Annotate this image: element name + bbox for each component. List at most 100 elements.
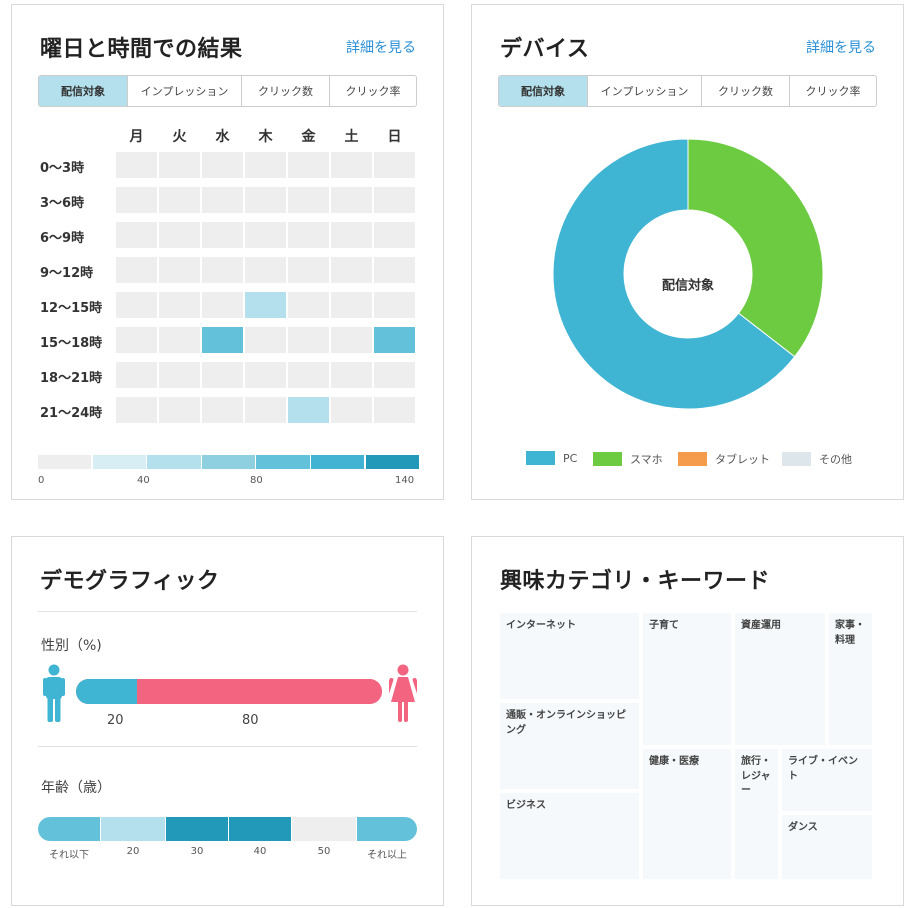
device-detail-link[interactable]: 詳細を見る [806, 40, 876, 56]
heatmap-cell [288, 397, 329, 423]
treemap-item-travel-leisure[interactable]: 旅行・レジャー [733, 747, 780, 881]
heatmap-cell [288, 187, 329, 213]
demographic-card-title: デモグラフィック [40, 569, 220, 594]
scale-segment [201, 455, 256, 469]
donut-slice-smartphone[interactable] [687, 138, 824, 358]
heatmap-cell [202, 327, 243, 353]
device-card: デバイス 詳細を見る 配信対象 インプレッション クリック数 クリック率 配信対… [471, 4, 904, 500]
demographic-card: デモグラフィック 性別（%) 20 80 年齢（歳） それ以下 20 30 40 50 そ… [11, 536, 444, 906]
donut-slice-pc[interactable] [552, 138, 796, 410]
heatmap-cell [245, 292, 286, 318]
scale-segment [92, 455, 146, 469]
age-segment-label: それ以上 [367, 850, 407, 861]
treemap-item-live-event[interactable]: ライブ・イベント [780, 747, 874, 813]
treemap-item-health-medical[interactable]: 健康・医療 [641, 747, 733, 881]
age-segment-label: 50 [317, 846, 331, 857]
heatmap-cell [331, 327, 372, 353]
heatmap-cell [159, 222, 200, 248]
heatmap-cell [159, 152, 200, 178]
gender-section-label: 性別（%) [41, 638, 102, 654]
age-segment [38, 817, 100, 841]
legend-label-smartphone: スマホ [630, 453, 663, 466]
age-segment [229, 817, 291, 841]
tab-heatmap-impressions[interactable]: インプレッション [128, 76, 242, 106]
legend-swatch-pc [526, 451, 555, 465]
heatmap-cell [159, 362, 200, 388]
heatmap-cell [202, 257, 243, 283]
legend-item-smartphone: スマホ [593, 451, 663, 467]
device-tabs: 配信対象 インプレッション クリック数 クリック率 [498, 75, 877, 107]
legend-swatch-other [782, 452, 811, 466]
treemap-item-dance[interactable]: ダンス [780, 813, 874, 881]
heatmap-detail-link[interactable]: 詳細を見る [346, 40, 416, 56]
treemap-item-childcare[interactable]: 子育て [641, 611, 733, 747]
tab-heatmap-delivery[interactable]: 配信対象 [39, 76, 128, 106]
heatmap-cell [245, 152, 286, 178]
legend-item-other: その他 [782, 451, 852, 467]
day-header: 水 [215, 129, 230, 145]
day-header: 木 [258, 129, 273, 145]
heatmap-cell [288, 222, 329, 248]
age-segment-label: 30 [190, 846, 204, 857]
legend-label-pc: PC [563, 451, 578, 465]
heatmap-cell [374, 152, 415, 178]
time-slot-label: 21〜24時 [40, 406, 103, 421]
heatmap-cell [116, 362, 157, 388]
treemap-item-internet[interactable]: インターネット [498, 611, 641, 701]
heatmap-cell [374, 257, 415, 283]
time-slot-label: 9〜12時 [40, 266, 94, 281]
interest-card: 興味カテゴリ・キーワード インターネット 子育て 資産運用 家事・料理 通販・オ… [471, 536, 904, 906]
time-slot-label: 12〜15時 [40, 301, 103, 316]
heatmap-cell [116, 152, 157, 178]
heatmap-cell [245, 362, 286, 388]
tab-heatmap-ctr[interactable]: クリック率 [345, 85, 401, 98]
heatmap-cell [159, 292, 200, 318]
heatmap-cell [116, 327, 157, 353]
treemap-item-housework-cooking[interactable]: 家事・料理 [827, 611, 874, 747]
scale-segment [311, 455, 365, 469]
scale-segment [147, 455, 201, 469]
heatmap-cell [202, 187, 243, 213]
legend-swatch-tablet [678, 452, 707, 466]
heatmap-cell [374, 397, 415, 423]
treemap-item-business[interactable]: ビジネス [498, 791, 641, 881]
age-segment [166, 817, 228, 841]
age-segment-label: 20 [126, 846, 140, 857]
gender-male-value: 20 [107, 713, 124, 728]
interest-treemap: インターネット 子育て 資産運用 家事・料理 通販・オンラインショッピング 健康… [498, 611, 876, 881]
legend-swatch-smartphone [593, 452, 622, 466]
scale-segment [365, 455, 419, 469]
heatmap-cell [331, 292, 372, 318]
age-segment [292, 817, 356, 841]
day-header: 土 [344, 129, 359, 145]
tab-device-clicks[interactable]: クリック数 [702, 76, 790, 106]
day-header: 日 [387, 129, 402, 145]
day-header: 火 [172, 129, 187, 145]
heatmap-cell [374, 327, 415, 353]
heatmap-card-title: 曜日と時間での結果 [40, 37, 243, 62]
heatmap-cell [374, 362, 415, 388]
tab-heatmap-clicks[interactable]: クリック数 [242, 76, 330, 106]
heatmap-cell [288, 152, 329, 178]
scale-label: 140 [395, 475, 415, 486]
heatmap-cell [331, 257, 372, 283]
tab-device-impressions[interactable]: インプレッション [588, 76, 702, 106]
heatmap-tabs: 配信対象 インプレッション クリック数 クリック率 [38, 75, 417, 107]
heatmap-cell [202, 222, 243, 248]
heatmap-cell [202, 397, 243, 423]
donut-center-label: 配信対象 [662, 278, 714, 294]
demographic-divider-top [38, 611, 417, 612]
treemap-item-asset-management[interactable]: 資産運用 [733, 611, 827, 747]
treemap-item-online-shopping[interactable]: 通販・オンラインショッピング [498, 701, 641, 791]
heatmap-cell [245, 257, 286, 283]
heatmap-cell [116, 187, 157, 213]
tab-device-ctr[interactable]: クリック率 [805, 85, 861, 98]
tab-device-delivery[interactable]: 配信対象 [499, 76, 588, 106]
heatmap-cell [331, 397, 372, 423]
device-donut-chart: 配信対象 [552, 138, 824, 410]
heatmap-card: 曜日と時間での結果 詳細を見る 配信対象 インプレッション クリック数 クリック… [11, 4, 444, 500]
gender-ratio-bar [76, 679, 382, 704]
heatmap-cell [159, 327, 200, 353]
time-slot-label: 3〜6時 [40, 196, 85, 211]
gender-female-fill [137, 679, 382, 704]
